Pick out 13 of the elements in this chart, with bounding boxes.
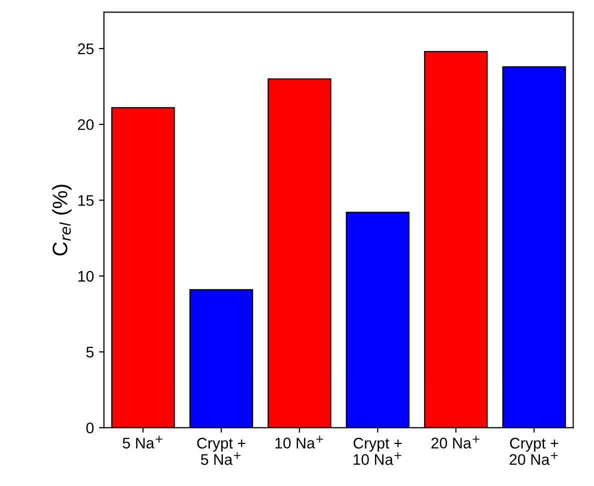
x-tick-label: Crypt + 20 Na$^{+}$ [510, 438, 558, 465]
y-tick-label: 5 [86, 346, 94, 358]
y-tick-label: 10 [78, 270, 94, 282]
x-tick-label: 10 Na$^{+}$ [275, 436, 324, 448]
y-tick-label: 0 [86, 422, 94, 434]
y-tick-label: 20 [78, 119, 94, 130]
y-axis-title: C$_{rel}$ (%) [52, 184, 72, 256]
y-tick-label: 15 [78, 195, 94, 206]
y-tick-label: 25 [78, 43, 94, 54]
x-tick-label: 20 Na$^{+}$ [431, 436, 480, 448]
x-tick-label: Crypt + 10 Na$^{+}$ [354, 438, 402, 465]
x-tick-label: 5 Na$^{+}$ [122, 436, 162, 448]
x-tick-label: Crypt + 5 Na$^{+}$ [197, 438, 246, 465]
